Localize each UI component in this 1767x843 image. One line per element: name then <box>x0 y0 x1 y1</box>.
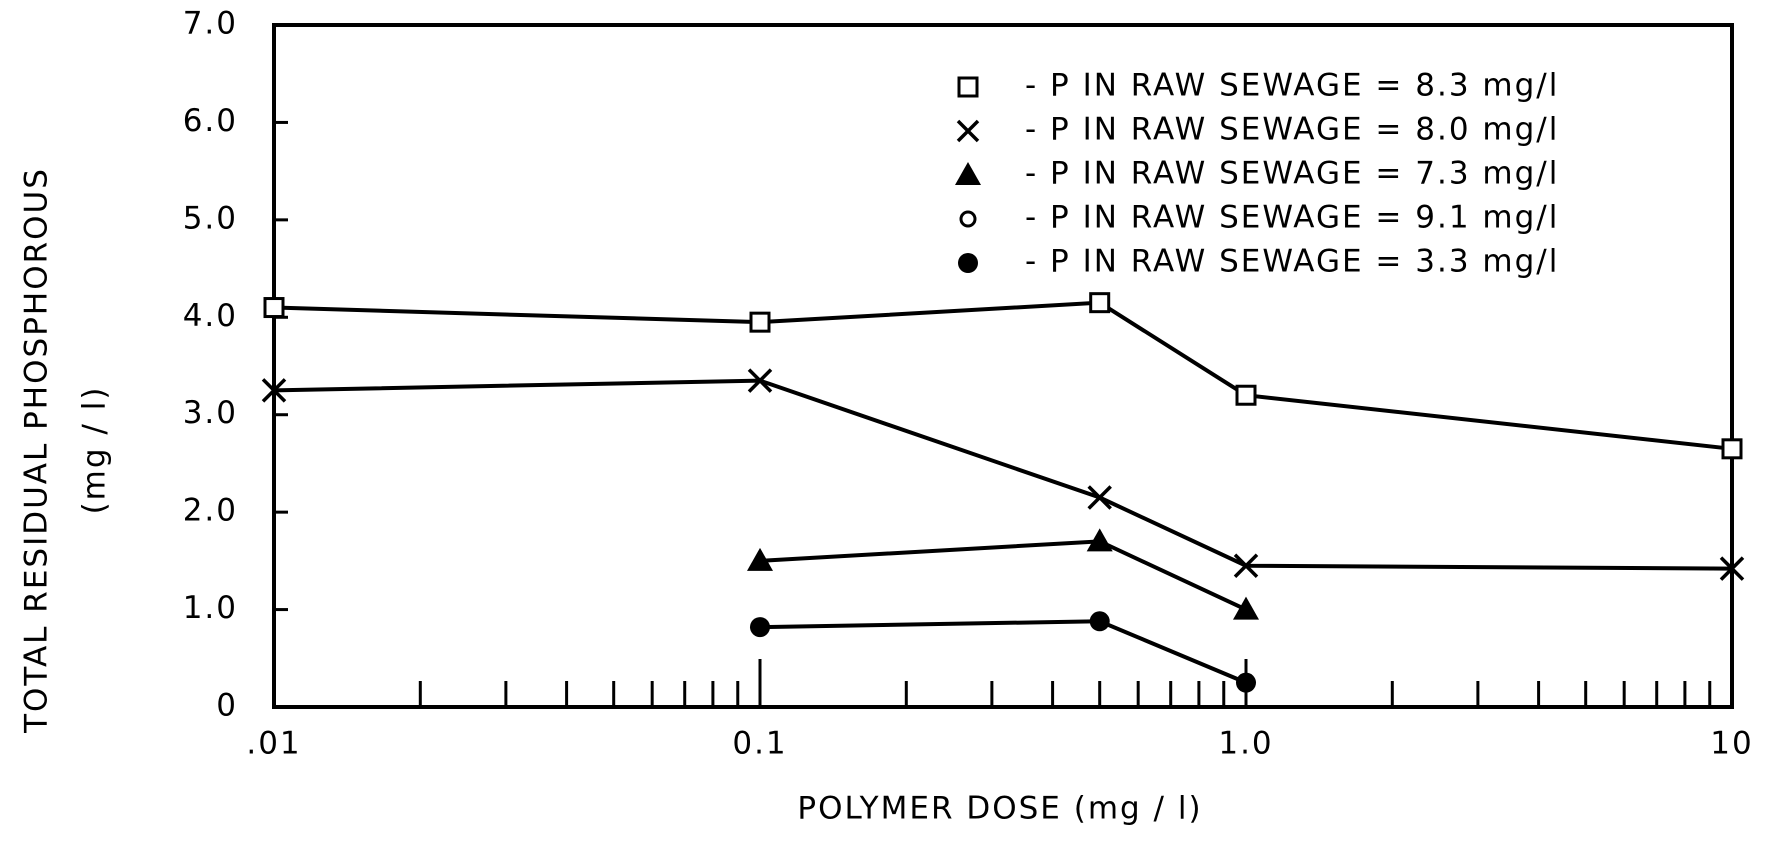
legend-label: - P IN RAW SEWAGE = 8.3 mg/l <box>1025 68 1559 104</box>
y-axis-label: TOTAL RESIDUAL PHOSPHOROUS <box>19 167 55 734</box>
series-line <box>273 300 1733 451</box>
plot-frame <box>272 23 1734 709</box>
x-axis-label: POLYMER DOSE (mg / l) <box>797 791 1202 827</box>
y-tick-label: 5.0 <box>183 200 238 236</box>
marker <box>261 378 287 403</box>
marker <box>1087 485 1112 510</box>
marker <box>1086 528 1113 552</box>
legend-label: - P IN RAW SEWAGE = 9.1 mg/l <box>1025 200 1559 236</box>
marker <box>750 617 770 638</box>
marker <box>1719 556 1745 581</box>
legend-marker <box>957 76 979 98</box>
marker <box>747 368 773 393</box>
y-tick-label: 2.0 <box>183 493 238 529</box>
legend-label: - P IN RAW SEWAGE = 8.0 mg/l <box>1025 112 1559 148</box>
series-line <box>273 378 1733 571</box>
legend-marker <box>955 162 981 185</box>
marker <box>1233 596 1259 620</box>
marker <box>1721 438 1743 460</box>
marker <box>263 297 285 319</box>
marker <box>747 547 773 571</box>
marker <box>1089 611 1110 632</box>
legend-marker <box>958 253 978 273</box>
x-tick-label: .01 <box>246 726 301 762</box>
legend-label: - P IN RAW SEWAGE = 3.3 mg/l <box>1025 244 1559 280</box>
legend-marker <box>959 210 977 228</box>
series-line <box>759 539 1247 612</box>
marker <box>1233 553 1259 578</box>
y-tick-label: 7.0 <box>183 6 238 42</box>
x-tick-label: 1.0 <box>1218 726 1273 762</box>
x-tick-label: 0.1 <box>732 726 787 762</box>
legend-label: - P IN RAW SEWAGE = 7.3 mg/l <box>1025 156 1559 192</box>
marker <box>1089 292 1111 314</box>
x-tick-label: 10 <box>1710 726 1753 762</box>
series-line <box>759 619 1247 685</box>
y-tick-label: 3.0 <box>183 395 238 431</box>
marker <box>1236 672 1256 693</box>
y-tick-label: 1.0 <box>183 590 238 626</box>
y-tick-label: 4.0 <box>183 298 238 334</box>
legend-marker <box>956 119 980 143</box>
y-tick-label: 0 <box>216 688 238 724</box>
y-axis-label: (mg / l) <box>77 386 113 515</box>
y-tick-label: 6.0 <box>183 103 238 139</box>
marker <box>1235 384 1257 406</box>
marker <box>749 311 771 333</box>
